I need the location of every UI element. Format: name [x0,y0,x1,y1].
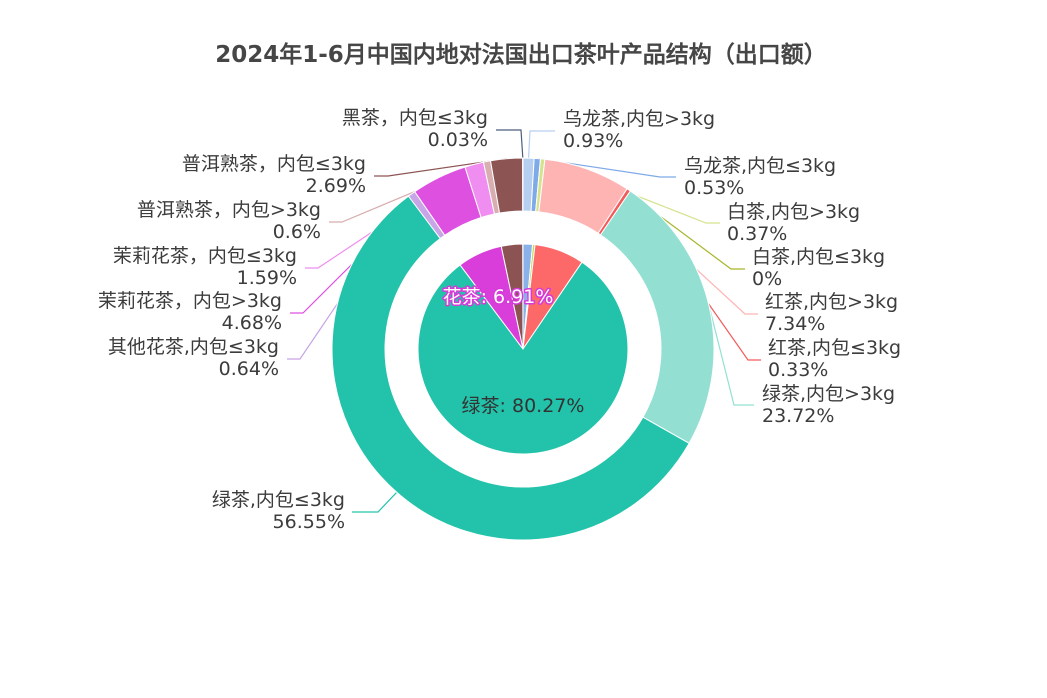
outer-label-name-4: 白茶,内包≤3kg [752,246,885,268]
outer-label-pct-2: 0.53% [684,177,744,199]
outer-label-pct-1: 0.93% [563,130,623,152]
label-line-1 [527,130,555,159]
label-line-13 [374,158,507,177]
outer-label-name-14: 黑茶，内包≤3kg [342,107,488,129]
inner-labels: 绿茶: 80.27% 花茶: 6.91% [441,285,585,418]
label-line-8 [352,491,398,513]
chart-title: 2024年1-6月中国内地对法国出口茶叶产品结构（出口额） [215,41,827,68]
outer-label-pct-3: 0.37% [727,223,787,245]
outer-label-name-2: 乌龙茶,内包≤3kg [684,155,836,177]
outer-label-name-9: 其他花茶,内包≤3kg [108,336,279,358]
inner-pie [417,243,629,455]
outer-label-name-7: 绿茶,内包>3kg [762,383,895,405]
inner-slice-4 [417,261,629,455]
outer-label-pct-9: 0.64% [219,358,279,380]
outer-slice-8 [331,195,690,541]
outer-label-pct-6: 0.33% [768,359,828,381]
outer-label-pct-7: 23.72% [762,405,834,427]
label-line-7 [708,305,754,406]
outer-label-name-3: 白茶,内包>3kg [727,201,860,223]
outer-label-name-11: 茉莉花茶，内包≤3kg [113,245,297,267]
outer-label-name-8: 绿茶,内包≤3kg [212,489,345,511]
outer-label-pct-8: 56.55% [273,511,345,533]
outer-label-pct-4: 0% [752,268,782,290]
outer-label-pct-14: 0.03% [428,129,488,151]
label-line-2 [537,157,676,178]
outer-label-name-12: 普洱熟茶，内包>3kg [137,199,321,221]
outer-label-pct-12: 0.6% [273,221,321,243]
outer-label-name-6: 红茶,内包≤3kg [768,337,901,359]
inner-slice-label: 花茶: 6.91% [443,286,554,308]
outer-label-name-13: 普洱熟茶，内包≤3kg [182,153,366,175]
outer-label-pct-13: 2.69% [306,175,366,197]
outer-label-pct-11: 1.59% [237,267,297,289]
outer-label-name-1: 乌龙茶,内包>3kg [563,108,715,130]
outer-label-name-5: 红茶,内包>3kg [765,291,898,313]
outer-label-pct-10: 4.68% [222,312,282,334]
outer-ring [331,157,715,541]
outer-label-pct-5: 7.34% [765,313,825,335]
outer-labels: 乌龙茶,内包>3kg0.93%乌龙茶,内包≤3kg0.53%白茶,内包>3kg0… [98,107,901,533]
outer-label-name-10: 茉莉花茶，内包>3kg [98,290,282,312]
inner-slice-label: 绿茶: 80.27% [462,395,585,417]
label-line-14 [496,129,524,159]
